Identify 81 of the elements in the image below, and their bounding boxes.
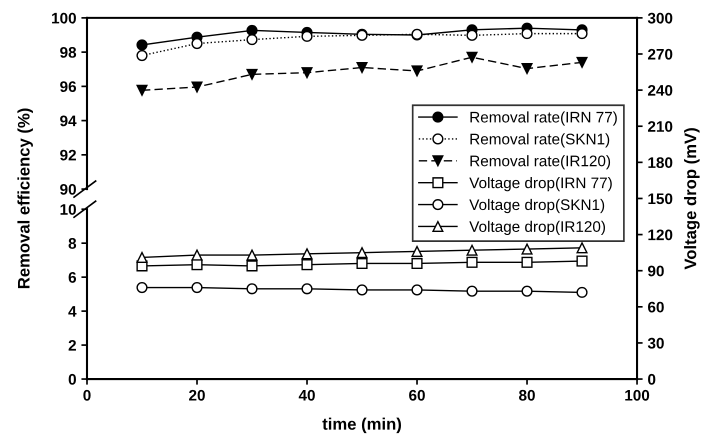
legend-label: Voltage drop(IR120): [469, 220, 606, 236]
y2-tick-label: 180: [648, 157, 672, 168]
point: [136, 39, 148, 50]
point: [191, 38, 203, 50]
point: [356, 258, 368, 270]
point: [191, 282, 203, 294]
point: [136, 50, 148, 62]
x-tick-label: 60: [409, 390, 425, 401]
point: [521, 63, 533, 74]
legend-label: Removal rate(SKN1): [470, 133, 610, 148]
x-axis-title: time (min): [322, 418, 402, 434]
point: [466, 256, 478, 268]
point: [136, 84, 148, 96]
point: [301, 259, 313, 270]
point: [411, 65, 423, 77]
legend-label: Removal rate(IR120): [470, 155, 610, 170]
legend-label: Removal rate(IRN 77): [470, 111, 617, 126]
y-tick-label: 92: [60, 150, 76, 161]
y-tick-label: 0: [68, 374, 76, 385]
point: [246, 249, 258, 261]
y-tick-label: 6: [68, 272, 76, 283]
point: [246, 24, 258, 36]
y2-axis-title: Voltage drop (mV): [684, 128, 700, 270]
point: [576, 256, 588, 267]
point: [136, 252, 148, 264]
legend-label: Voltage drop(IRN 77): [469, 177, 612, 192]
y2-tick-label: 210: [648, 121, 672, 132]
y-tick-label: 4: [68, 306, 76, 317]
point: [521, 243, 533, 255]
point: [576, 56, 588, 68]
y-axis-title: Removal efficiency (%): [17, 108, 33, 288]
y2-tick-label: 30: [648, 338, 664, 349]
point: [411, 246, 423, 257]
point: [576, 28, 588, 40]
y-tick-label: 100: [52, 12, 76, 24]
point: [521, 256, 533, 268]
y2-tick-label: 0: [648, 374, 656, 385]
point: [136, 282, 148, 294]
x-tick-label: 80: [519, 390, 535, 401]
y-tick-label: 90: [60, 184, 76, 195]
point: [576, 242, 588, 254]
y-tick-label: 2: [68, 340, 76, 351]
x-tick-label: 100: [625, 390, 650, 401]
point: [521, 286, 533, 297]
point: [191, 249, 203, 261]
point: [301, 30, 313, 42]
y2-tick-label: 240: [648, 84, 672, 96]
point: [356, 284, 368, 296]
point: [576, 286, 588, 298]
y-tick-label: 8: [68, 238, 76, 249]
x-tick-label: 20: [189, 390, 205, 401]
y2-tick-label: 90: [648, 266, 664, 276]
point: [411, 284, 423, 296]
legend-label: Voltage drop(SKN1): [469, 198, 604, 214]
point: [466, 286, 478, 297]
y-tick-label: 10: [60, 204, 76, 215]
point: [246, 68, 258, 80]
point: [466, 30, 478, 41]
point: [356, 247, 368, 258]
x-tick-label: 40: [298, 390, 315, 401]
y2-tick-label: 120: [648, 229, 672, 240]
point: [246, 260, 258, 272]
point: [301, 248, 313, 260]
point: [301, 283, 313, 294]
point: [521, 28, 533, 40]
y-tick-label: 96: [60, 81, 76, 92]
y2-tick-label: 60: [648, 302, 664, 313]
y2-tick-label: 150: [648, 193, 672, 204]
point: [191, 81, 203, 93]
y2-tick-label: 270: [648, 48, 672, 60]
x-tick-label: 0: [83, 390, 91, 401]
point: [466, 52, 478, 63]
point: [466, 244, 478, 256]
y2-tick-label: 300: [648, 12, 672, 24]
y-tick-label: 94: [60, 115, 76, 126]
point: [411, 258, 423, 270]
point: [301, 67, 313, 78]
y-tick-label: 98: [60, 46, 76, 58]
point: [356, 62, 368, 74]
point: [246, 283, 258, 294]
point: [246, 34, 258, 46]
